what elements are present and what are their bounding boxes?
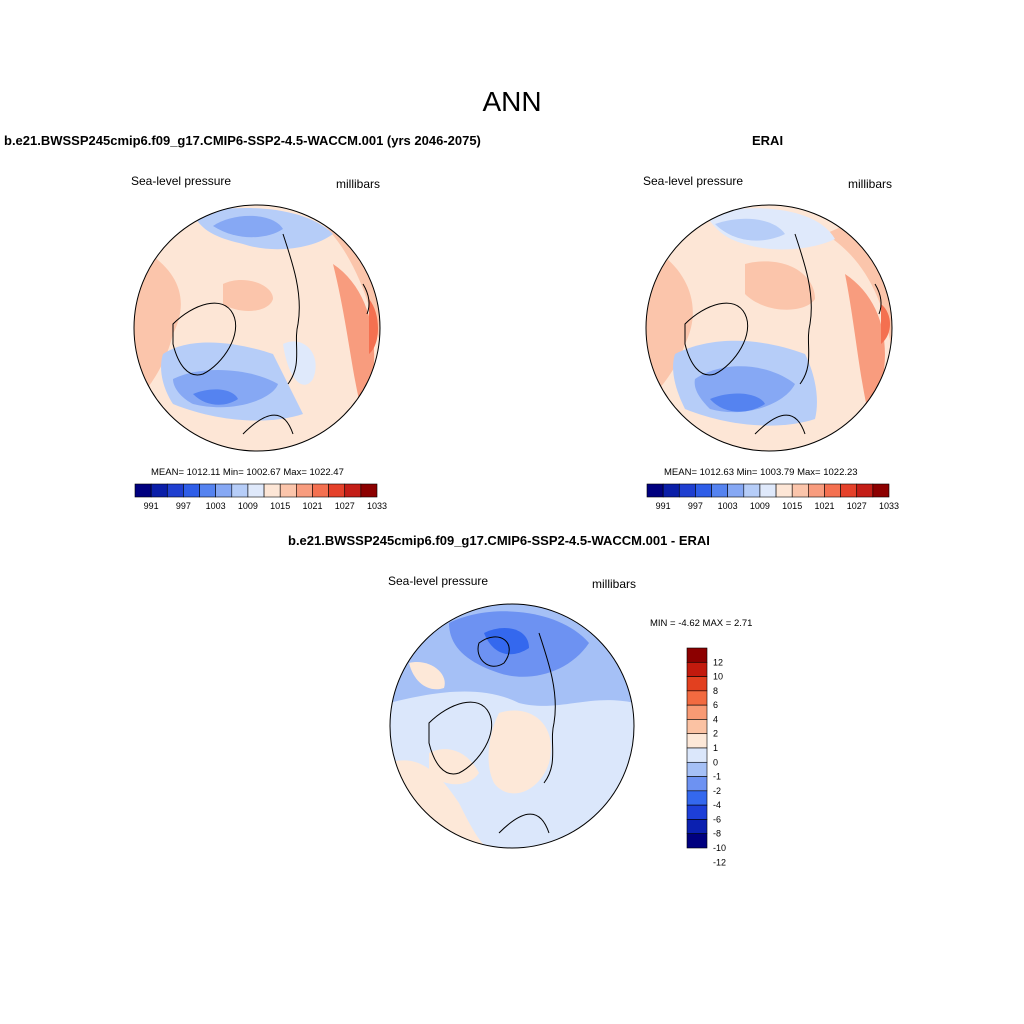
colorbar-swatch bbox=[808, 483, 825, 498]
colorbar-tick-label: 1015 bbox=[270, 501, 290, 511]
colorbar-swatch bbox=[150, 483, 168, 498]
diff-colorbar-tick-label: 12 bbox=[713, 657, 723, 667]
diff-colorbar-tick-label: 0 bbox=[713, 757, 718, 767]
colorbar-swatch bbox=[360, 483, 378, 498]
diff-colorbar-swatch bbox=[686, 647, 708, 663]
diff-colorbar-tick-label: 1 bbox=[713, 743, 718, 753]
diff-colorbar-swatch bbox=[686, 790, 708, 806]
colorbar-tick-label: 997 bbox=[688, 501, 703, 511]
diff-variable-label: Sea-level pressure bbox=[388, 574, 489, 588]
colorbar-swatch bbox=[759, 483, 777, 498]
diff-colorbar-swatch bbox=[686, 747, 708, 763]
diff-colorbar-tick-label: -1 bbox=[713, 772, 721, 782]
colorbar-swatch bbox=[166, 483, 184, 498]
diff-colorbar-swatch bbox=[686, 804, 708, 820]
colorbar-tick-label: 991 bbox=[144, 501, 159, 511]
colorbar-tick-label: 1009 bbox=[750, 501, 770, 511]
colorbar-swatch bbox=[296, 483, 313, 498]
diff-colorbar-swatch bbox=[686, 733, 708, 749]
obs-panel-title: ERAI bbox=[752, 133, 784, 148]
colorbar-swatch bbox=[134, 483, 152, 498]
colorbar-tick-label: 1015 bbox=[782, 501, 802, 511]
colorbar-tick-label: 991 bbox=[656, 501, 671, 511]
diff-colorbar-swatch bbox=[686, 661, 708, 677]
model-variable-label: Sea-level pressure bbox=[131, 174, 232, 188]
colorbar-tick-label: 1003 bbox=[718, 501, 738, 511]
colorbar-swatch bbox=[183, 483, 200, 498]
model-panel-title: b.e21.BWSSP245cmip6.f09_g17.CMIP6-SSP2-4… bbox=[4, 133, 481, 148]
diff-colorbar-swatch bbox=[686, 719, 708, 735]
colorbar-swatch bbox=[678, 483, 696, 498]
colorbar-swatch bbox=[775, 483, 793, 498]
colorbar-tick-label: 1027 bbox=[847, 501, 867, 511]
colorbar-tick-label: 1009 bbox=[238, 501, 258, 511]
diff-colorbar-tick-label: 8 bbox=[713, 686, 718, 696]
colorbar-swatch bbox=[279, 483, 297, 498]
colorbar-swatch bbox=[727, 483, 745, 498]
colorbar-swatch bbox=[695, 483, 712, 498]
diff-colorbar-tick-label: -6 bbox=[713, 814, 721, 824]
colorbar-tick-label: 1033 bbox=[367, 501, 387, 511]
colorbar-swatch bbox=[743, 483, 761, 498]
diff-units-label: millibars bbox=[592, 577, 637, 591]
colorbar-swatch bbox=[328, 483, 346, 498]
diff-colorbar-swatch bbox=[686, 690, 708, 706]
colorbar-swatch bbox=[824, 483, 841, 498]
colorbar-swatch bbox=[199, 483, 216, 498]
colorbar-tick-label: 1027 bbox=[335, 501, 355, 511]
diff-colorbar-tick-label: 2 bbox=[713, 729, 718, 739]
diff-stats: MIN = -4.62 MAX = 2.71 bbox=[650, 618, 753, 629]
colorbar-swatch bbox=[662, 483, 680, 498]
colorbar-swatch bbox=[791, 483, 809, 498]
colorbar-swatch bbox=[646, 483, 664, 498]
colorbar-swatch bbox=[263, 483, 281, 498]
diff-polar-map bbox=[389, 603, 635, 849]
model-polar-map bbox=[133, 204, 381, 452]
diff-colorbar-swatch bbox=[686, 761, 708, 777]
obs-units-label: millibars bbox=[848, 177, 893, 191]
colorbar-tick-label: 1021 bbox=[302, 501, 322, 511]
diff-colorbar-swatch bbox=[686, 833, 708, 849]
colorbar-tick-label: 1033 bbox=[879, 501, 899, 511]
model-stats: MEAN= 1012.11 Min= 1002.67 Max= 1022.47 bbox=[151, 467, 344, 478]
colorbar-swatch bbox=[215, 483, 233, 498]
colorbar-swatch bbox=[872, 483, 890, 498]
diff-colorbar-tick-label: 4 bbox=[713, 714, 718, 724]
model-units-label: millibars bbox=[336, 177, 381, 191]
diff-colorbar-tick-label: 10 bbox=[713, 672, 723, 682]
diff-panel-title: b.e21.BWSSP245cmip6.f09_g17.CMIP6-SSP2-4… bbox=[288, 533, 710, 548]
colorbar-swatch bbox=[312, 483, 329, 498]
main-title: ANN bbox=[482, 86, 542, 117]
diff-colorbar-swatch bbox=[686, 819, 708, 835]
colorbar-swatch bbox=[856, 483, 874, 498]
diff-colorbar-tick-label: -10 bbox=[713, 843, 726, 853]
obs-stats: MEAN= 1012.63 Min= 1003.79 Max= 1022.23 bbox=[664, 467, 858, 478]
colorbar-swatch bbox=[247, 483, 265, 498]
obs-variable-label: Sea-level pressure bbox=[643, 174, 744, 188]
diff-colorbar-tick-label: -12 bbox=[713, 857, 726, 867]
colorbar-tick-label: 1021 bbox=[814, 501, 834, 511]
diff-colorbar-swatch bbox=[686, 776, 708, 792]
colorbar-swatch bbox=[344, 483, 362, 498]
diff-colorbar-swatch bbox=[686, 676, 708, 692]
diff-colorbar-tick-label: -4 bbox=[713, 800, 721, 810]
colorbar-swatch bbox=[711, 483, 728, 498]
model-colorbar: 991 997 1003 1009 1015 1021 1027 1033 bbox=[134, 483, 387, 511]
colorbar-swatch bbox=[231, 483, 249, 498]
colorbar-tick-label: 1003 bbox=[206, 501, 226, 511]
obs-polar-map bbox=[645, 204, 893, 452]
colorbar-swatch bbox=[840, 483, 858, 498]
diff-colorbar-tick-label: -8 bbox=[713, 829, 721, 839]
diff-colorbar-swatch bbox=[686, 704, 708, 720]
colorbar-tick-label: 997 bbox=[176, 501, 191, 511]
diff-colorbar-tick-label: -2 bbox=[713, 786, 721, 796]
diff-colorbar-tick-label: 6 bbox=[713, 700, 718, 710]
obs-colorbar: 991 997 1003 1009 1015 1021 1027 1033 bbox=[646, 483, 899, 511]
